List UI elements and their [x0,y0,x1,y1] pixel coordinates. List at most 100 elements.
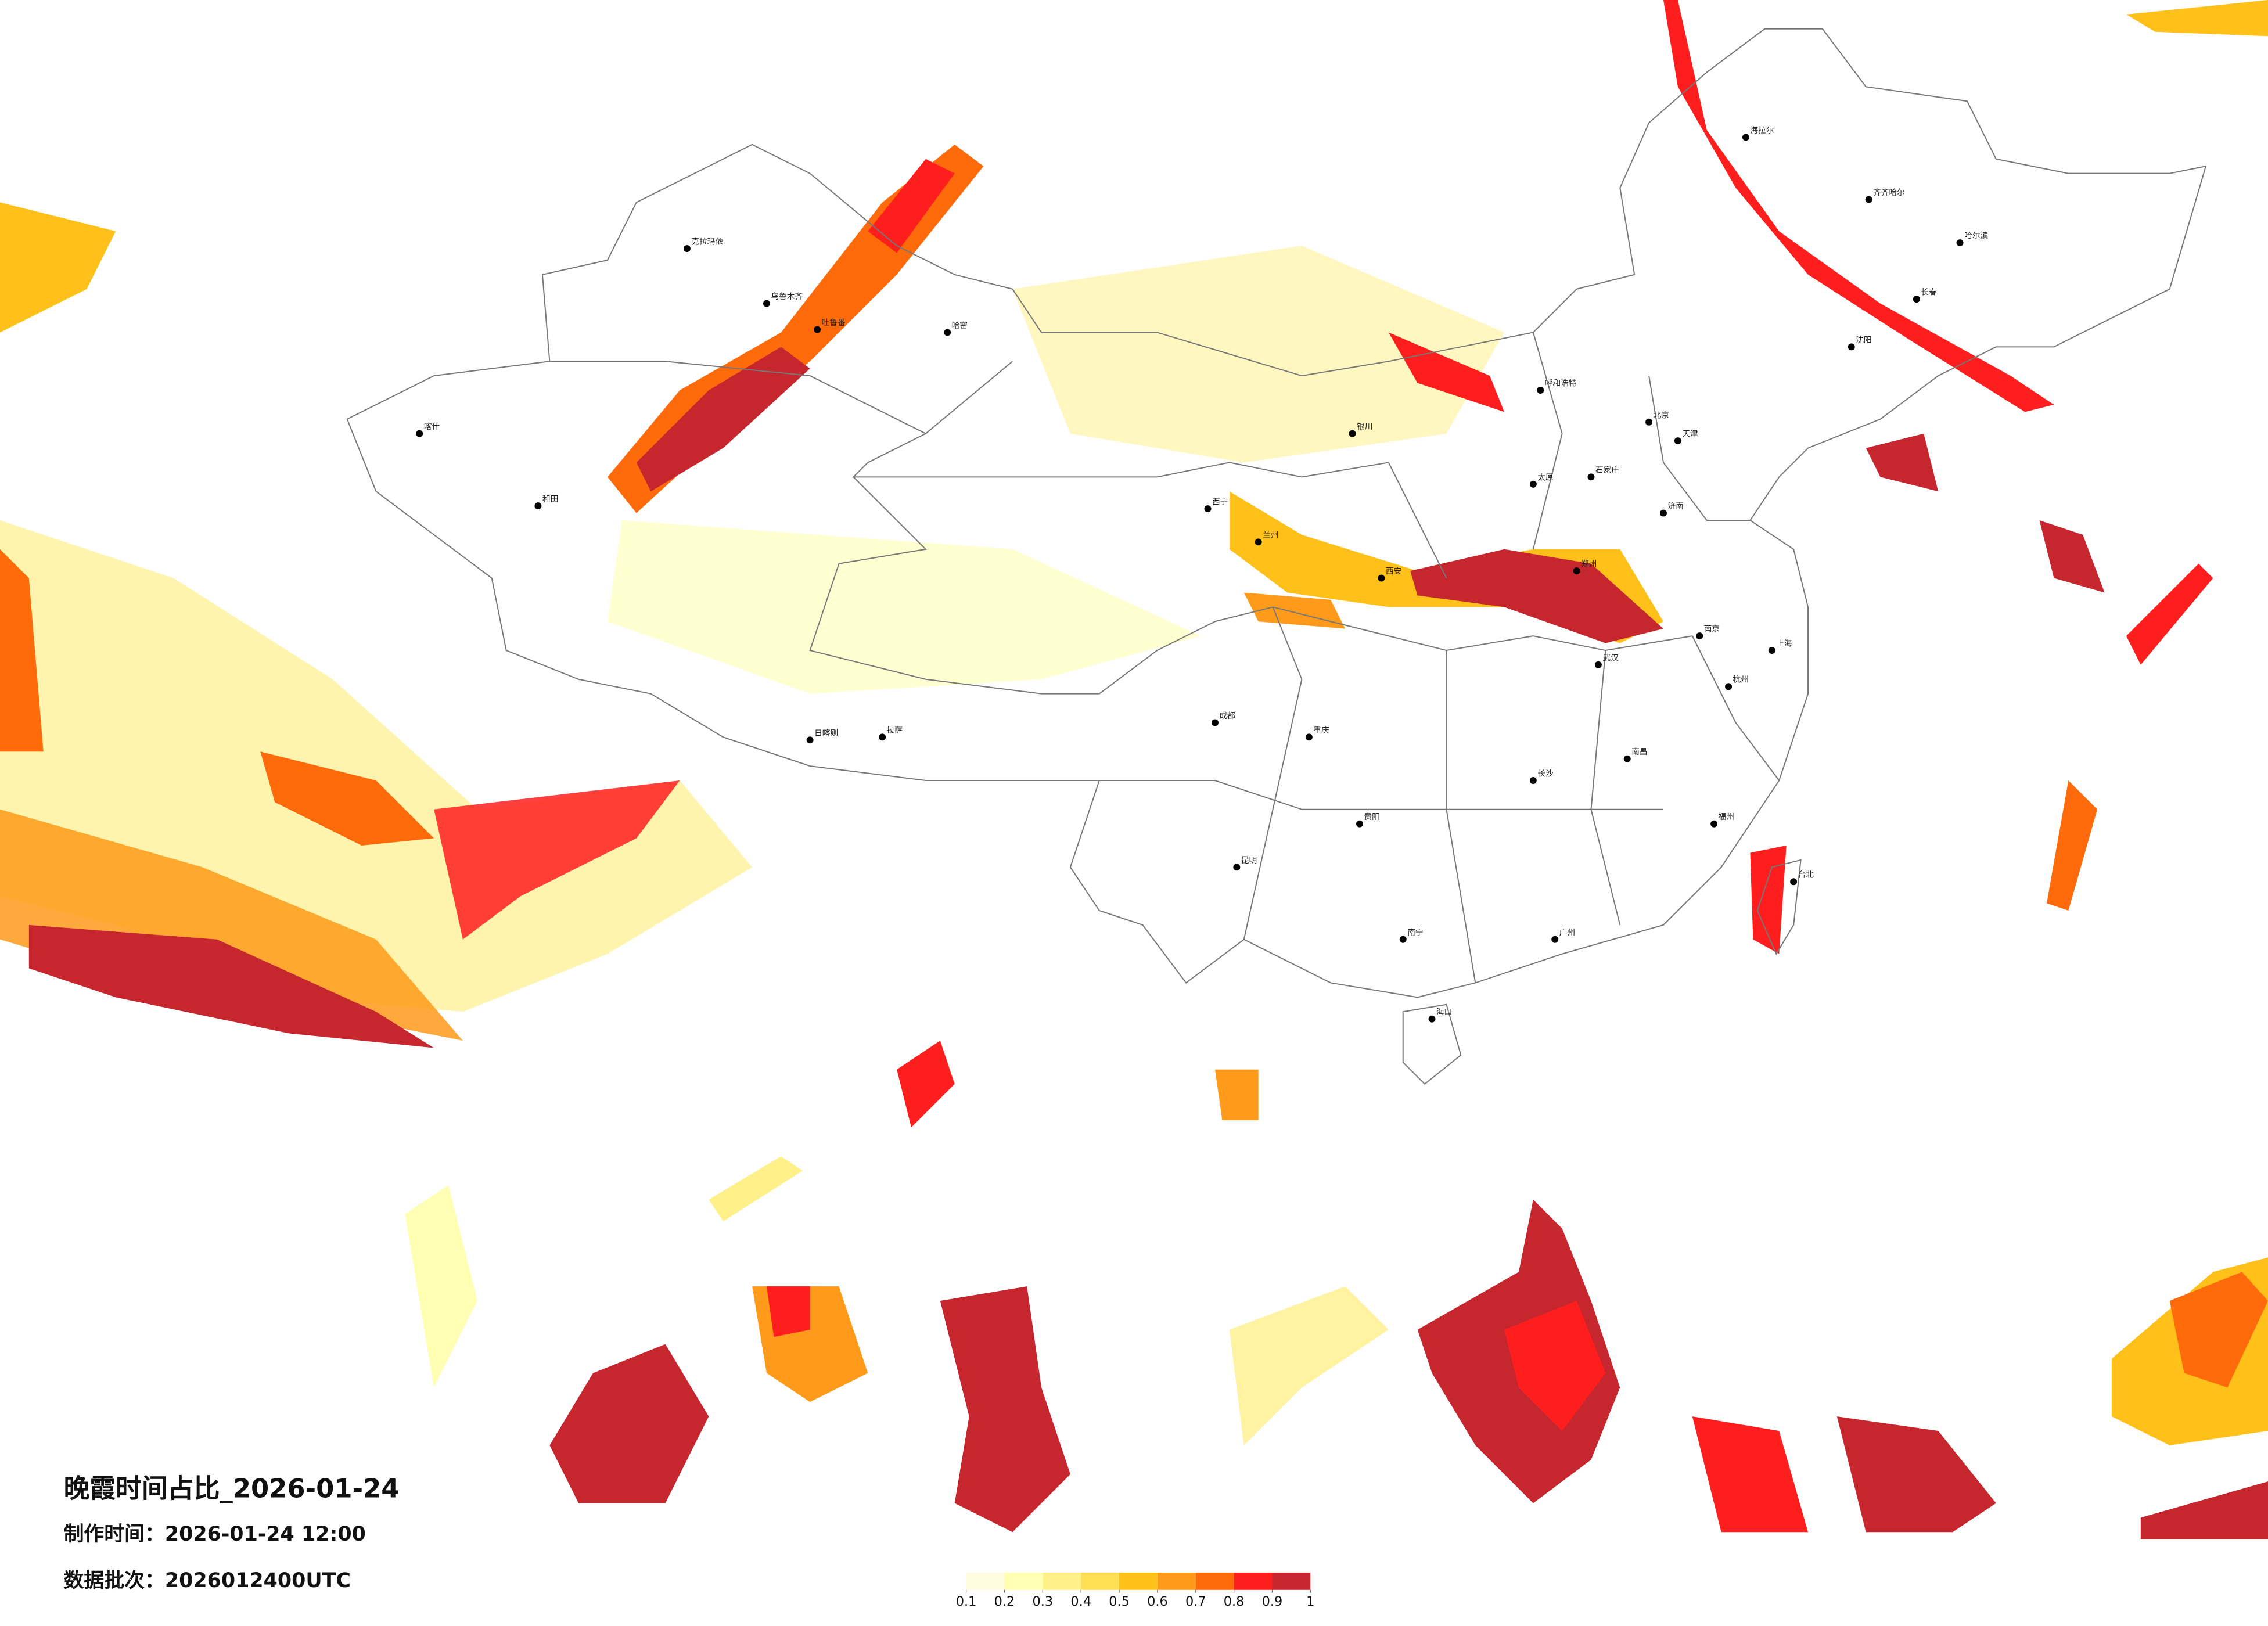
city-dot [1696,632,1703,640]
city-label: 呼和浩特 [1545,379,1577,388]
city-label: 重庆 [1313,726,1329,735]
city-label: 武汉 [1602,653,1619,663]
legend-label: 1 [1306,1594,1314,1609]
city-dot [1356,820,1363,828]
heat-patch [940,1286,1070,1533]
legend-label: 0.6 [1147,1594,1168,1609]
city-label: 日喀则 [814,729,838,738]
city-dot [1233,864,1241,871]
city-label: 贵阳 [1364,812,1379,822]
taiwan-border [1756,859,1802,955]
city-dot [1956,239,1964,247]
city-label: 杭州 [1733,675,1749,685]
city-dot [1305,733,1313,741]
legend-label: 0.2 [994,1594,1015,1609]
heat-patch [0,809,463,1041]
city-dot [1768,647,1775,654]
city-label: 南京 [1704,625,1720,634]
city-dot [1790,878,1798,886]
heat-patch [636,347,810,492]
city-label: 克拉玛依 [691,238,723,247]
city-label: 银川 [1357,422,1372,431]
city-dot [1428,1015,1436,1023]
city-label: 成都 [1219,711,1235,721]
legend-swatch [1043,1572,1081,1590]
city-dot [1710,820,1718,828]
legend-swatch [1119,1572,1158,1590]
made-time: 制作时间：2026-01-24 12:00 [64,1523,366,1546]
city-dot [1529,777,1537,784]
heat-patch [1410,549,1663,643]
data-batch: 数据批次：2026012400UTC [64,1569,351,1592]
heat-patch [0,549,44,752]
city-dot [944,329,951,336]
heat-patch [1750,846,1787,954]
city-label: 沈阳 [1856,336,1871,345]
city-dot [1537,387,1544,394]
city-label: 郑州 [1581,560,1597,569]
legend-label: 0.9 [1262,1594,1283,1609]
city-label: 拉萨 [887,726,903,735]
heat-patch [2039,520,2105,593]
city-label: 哈密 [952,321,968,330]
city-dot [1645,418,1653,426]
heat-layer [0,0,2268,1539]
city-label: 福州 [1719,812,1734,822]
city-label: 台北 [1798,870,1814,880]
city-dot [1913,296,1920,303]
heat-patch [260,751,434,846]
legend-label: 0.1 [956,1594,977,1609]
city-label: 和田 [542,495,558,504]
heat-patch [766,1286,810,1337]
legend-swatch [1195,1572,1234,1590]
city-dot [806,736,814,744]
province-borders [549,332,1780,983]
heat-patch [1866,433,1939,492]
legend-swatch [1234,1572,1273,1590]
city-label: 北京 [1654,411,1669,420]
heat-patch [1504,1301,1606,1431]
city-label: 吐鲁番 [822,318,846,328]
city-dot [1865,196,1872,203]
legend-label: 0.5 [1109,1594,1130,1609]
borders [346,28,2207,1085]
city-dot [1725,683,1733,690]
city-dot [763,300,770,307]
heat-patch [1692,1416,1809,1533]
city-label: 西宁 [1212,497,1228,507]
city-dot [1529,480,1537,488]
city-label: 南宁 [1407,927,1423,937]
city-label: 天津 [1682,430,1698,439]
legend-swatch [1004,1572,1043,1590]
heat-patch [1229,1286,1389,1445]
legend-label: 0.4 [1070,1594,1091,1609]
city-dot [1594,661,1602,668]
city-dot [1204,505,1212,513]
legend-swatch [966,1572,1005,1590]
heat-patch [2046,780,2098,911]
heat-patch [0,202,116,333]
city-dot [1573,567,1580,575]
heat-patch [607,520,1201,694]
heat-patch [709,1156,803,1222]
map-title: 晚霞时间占比_2026-01-24 [64,1473,400,1504]
legend-swatch [1157,1572,1196,1590]
city-dot [683,245,691,253]
city-label: 长春 [1921,288,1937,297]
heat-patch [549,1344,709,1503]
heat-patch [434,780,680,940]
city-label: 上海 [1776,639,1792,649]
city-dot [1587,473,1595,481]
hainan-border [1402,1003,1462,1085]
city-dot [1674,437,1681,445]
legend-label: 0.8 [1224,1594,1245,1609]
heat-patch [1214,1069,1259,1120]
city-label: 齐齐哈尔 [1873,188,1905,197]
city-label: 长沙 [1537,769,1554,779]
city-dot [1211,719,1219,726]
heat-patch [2126,0,2268,37]
city-dot [814,326,821,333]
city-label: 太原 [1537,473,1553,482]
